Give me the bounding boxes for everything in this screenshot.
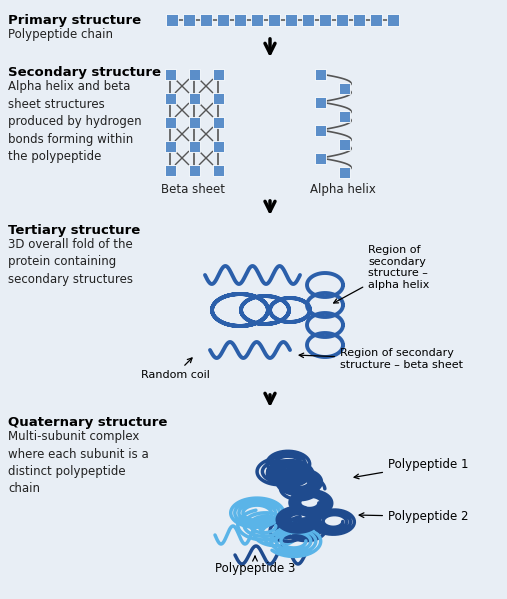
Text: Multi-subunit complex
where each subunit is a
distinct polypeptide
chain: Multi-subunit complex where each subunit… [8, 430, 149, 495]
FancyBboxPatch shape [189, 92, 199, 104]
FancyBboxPatch shape [314, 96, 325, 107]
Text: Secondary structure: Secondary structure [8, 66, 161, 79]
Text: Polypeptide chain: Polypeptide chain [8, 28, 113, 41]
FancyBboxPatch shape [164, 68, 175, 80]
FancyBboxPatch shape [212, 116, 224, 128]
FancyBboxPatch shape [200, 14, 212, 26]
FancyBboxPatch shape [212, 165, 224, 176]
Text: Beta sheet: Beta sheet [161, 183, 225, 196]
FancyBboxPatch shape [164, 116, 175, 128]
FancyBboxPatch shape [314, 68, 325, 80]
FancyBboxPatch shape [164, 165, 175, 176]
FancyBboxPatch shape [387, 14, 399, 26]
FancyBboxPatch shape [268, 14, 280, 26]
FancyBboxPatch shape [370, 14, 382, 26]
FancyBboxPatch shape [336, 14, 348, 26]
Text: Polypeptide 3: Polypeptide 3 [215, 556, 295, 575]
FancyBboxPatch shape [166, 14, 178, 26]
FancyBboxPatch shape [339, 83, 349, 93]
Text: Region of secondary
structure – beta sheet: Region of secondary structure – beta she… [299, 349, 463, 370]
FancyBboxPatch shape [189, 68, 199, 80]
FancyBboxPatch shape [189, 141, 199, 152]
FancyBboxPatch shape [164, 92, 175, 104]
FancyBboxPatch shape [212, 68, 224, 80]
FancyBboxPatch shape [319, 14, 331, 26]
Text: Polypeptide 2: Polypeptide 2 [359, 510, 468, 523]
FancyBboxPatch shape [339, 167, 349, 177]
FancyBboxPatch shape [212, 92, 224, 104]
Text: Alpha helix: Alpha helix [310, 183, 376, 196]
FancyBboxPatch shape [285, 14, 297, 26]
Text: Tertiary structure: Tertiary structure [8, 224, 140, 237]
FancyBboxPatch shape [189, 116, 199, 128]
Text: Random coil: Random coil [140, 358, 209, 380]
Text: Region of
secondary
structure –
alpha helix: Region of secondary structure – alpha he… [334, 245, 429, 303]
FancyBboxPatch shape [339, 110, 349, 122]
FancyBboxPatch shape [183, 14, 195, 26]
Text: Primary structure: Primary structure [8, 14, 141, 27]
FancyBboxPatch shape [217, 14, 229, 26]
Text: Alpha helix and beta
sheet structures
produced by hydrogen
bonds forming within
: Alpha helix and beta sheet structures pr… [8, 80, 141, 163]
FancyBboxPatch shape [212, 141, 224, 152]
FancyBboxPatch shape [353, 14, 365, 26]
FancyBboxPatch shape [251, 14, 263, 26]
Text: Quaternary structure: Quaternary structure [8, 416, 167, 429]
FancyBboxPatch shape [164, 141, 175, 152]
FancyBboxPatch shape [314, 153, 325, 164]
FancyBboxPatch shape [302, 14, 314, 26]
FancyBboxPatch shape [339, 138, 349, 150]
FancyBboxPatch shape [234, 14, 246, 26]
FancyBboxPatch shape [314, 125, 325, 135]
FancyBboxPatch shape [189, 165, 199, 176]
Text: 3D overall fold of the
protein containing
secondary structures: 3D overall fold of the protein containin… [8, 238, 133, 286]
Text: Polypeptide 1: Polypeptide 1 [354, 458, 468, 479]
